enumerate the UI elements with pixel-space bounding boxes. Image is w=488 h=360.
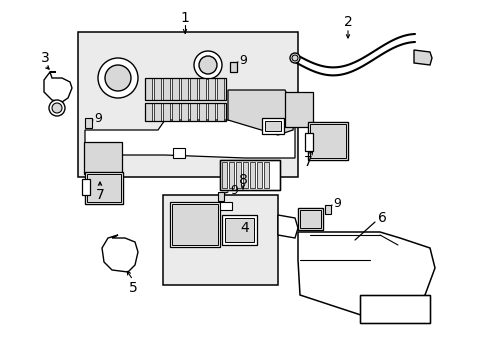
Bar xyxy=(207,103,215,121)
Bar xyxy=(82,179,90,195)
Bar xyxy=(154,103,161,121)
Text: 8: 8 xyxy=(238,173,247,187)
Circle shape xyxy=(52,103,62,113)
Bar xyxy=(163,195,278,285)
Polygon shape xyxy=(227,90,294,135)
Bar xyxy=(285,92,312,127)
Text: 5: 5 xyxy=(128,281,137,295)
Circle shape xyxy=(194,51,222,79)
Text: 9: 9 xyxy=(332,197,340,210)
Circle shape xyxy=(199,56,217,74)
Bar xyxy=(84,142,122,174)
Polygon shape xyxy=(413,50,431,65)
Bar xyxy=(359,295,429,323)
Bar xyxy=(217,78,224,100)
Circle shape xyxy=(291,55,297,61)
Bar xyxy=(305,133,312,151)
Bar xyxy=(190,78,197,100)
Bar xyxy=(145,103,152,121)
Bar xyxy=(154,78,161,100)
Bar xyxy=(145,103,225,121)
Bar xyxy=(220,202,231,210)
Bar xyxy=(297,208,323,230)
Bar xyxy=(257,162,262,188)
Text: 4: 4 xyxy=(240,221,249,235)
Bar xyxy=(325,205,330,214)
Bar xyxy=(78,32,297,177)
Bar xyxy=(359,295,429,323)
Text: 9: 9 xyxy=(239,54,246,67)
Bar xyxy=(199,103,205,121)
Bar xyxy=(217,103,224,121)
Bar xyxy=(172,78,179,100)
Bar xyxy=(220,160,280,190)
Bar xyxy=(163,78,170,100)
Bar xyxy=(145,78,225,100)
Bar xyxy=(172,103,179,121)
Polygon shape xyxy=(85,120,294,158)
Text: 9: 9 xyxy=(229,184,238,197)
Bar xyxy=(224,218,253,242)
Bar xyxy=(173,148,184,158)
Bar xyxy=(85,118,92,128)
Circle shape xyxy=(98,58,138,98)
Bar xyxy=(236,162,241,188)
Text: 6: 6 xyxy=(377,211,386,225)
Bar xyxy=(262,118,284,134)
Bar xyxy=(87,174,121,202)
Bar xyxy=(85,172,123,204)
Bar xyxy=(170,202,220,247)
Text: 1: 1 xyxy=(180,11,189,25)
Bar xyxy=(264,162,268,188)
Bar xyxy=(172,204,218,245)
Bar xyxy=(299,210,320,228)
Bar xyxy=(218,192,224,201)
Bar xyxy=(199,78,205,100)
Text: 7: 7 xyxy=(96,188,104,202)
Text: 9: 9 xyxy=(94,112,102,125)
Polygon shape xyxy=(297,232,434,318)
Bar xyxy=(145,78,152,100)
Bar xyxy=(222,162,226,188)
Bar xyxy=(249,162,254,188)
Text: 3: 3 xyxy=(41,51,49,65)
Bar xyxy=(222,215,257,245)
Bar xyxy=(264,121,281,131)
Bar xyxy=(190,103,197,121)
Polygon shape xyxy=(102,235,138,272)
Polygon shape xyxy=(44,72,72,102)
Bar xyxy=(243,162,247,188)
Circle shape xyxy=(289,53,299,63)
Bar xyxy=(181,103,187,121)
Bar xyxy=(309,124,346,158)
Text: 2: 2 xyxy=(343,15,352,29)
Bar xyxy=(229,62,237,72)
Bar xyxy=(228,162,234,188)
Circle shape xyxy=(49,100,65,116)
Bar xyxy=(181,78,187,100)
Bar xyxy=(163,103,170,121)
Polygon shape xyxy=(278,215,297,238)
Text: 7: 7 xyxy=(303,155,312,169)
Bar xyxy=(307,122,347,160)
Bar xyxy=(207,78,215,100)
Circle shape xyxy=(105,65,131,91)
Bar xyxy=(220,160,280,190)
